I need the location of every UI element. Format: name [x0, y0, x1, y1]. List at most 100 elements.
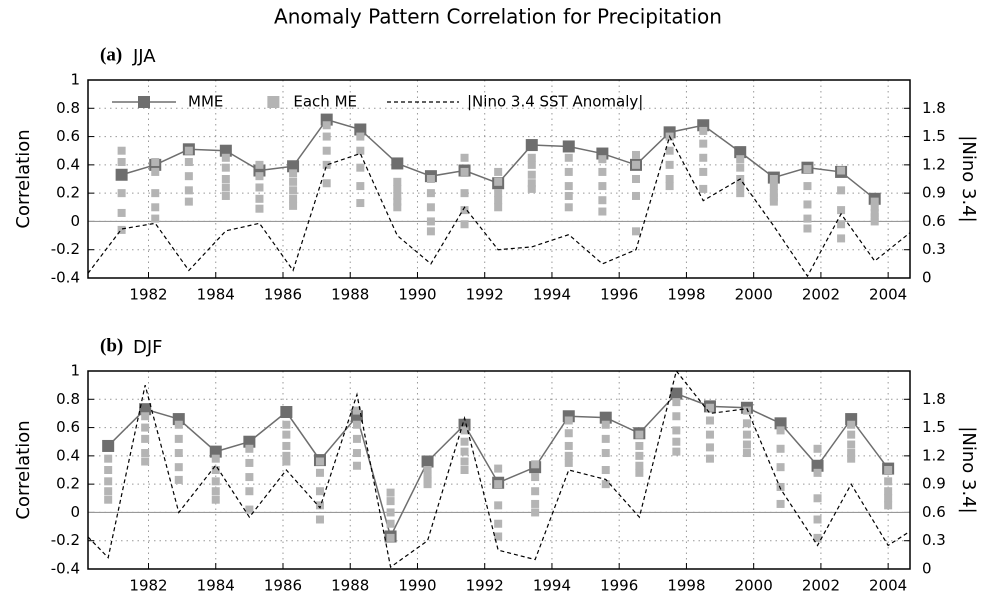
member-mark — [564, 458, 573, 467]
member-mark — [289, 177, 298, 186]
member-mark — [245, 505, 254, 514]
member-mark — [315, 501, 324, 510]
member-mark — [386, 488, 395, 497]
x-tick-label: 1996 — [600, 286, 638, 304]
member-mark — [117, 158, 126, 167]
member-mark — [635, 430, 644, 439]
member-mark — [598, 182, 607, 191]
y2-tick-label: 1.5 — [922, 418, 946, 436]
y-tick-label: 1 — [70, 362, 80, 380]
member-mark — [174, 475, 183, 484]
member-mark — [356, 146, 365, 155]
member-mark — [211, 466, 220, 474]
y-tick-label: 0 — [70, 212, 80, 230]
member-mark — [322, 179, 331, 188]
member-mark — [847, 430, 856, 439]
season-label: DJF — [133, 337, 163, 358]
member-mark — [141, 457, 150, 466]
member-mark — [837, 186, 846, 195]
member-mark — [776, 482, 785, 491]
member-mark — [870, 203, 879, 212]
member-mark — [776, 426, 785, 435]
member-mark — [699, 126, 708, 135]
member-mark — [141, 434, 150, 443]
x-tick-label: 1986 — [264, 577, 302, 595]
member-mark — [564, 429, 573, 438]
mme-point — [391, 157, 404, 170]
member-mark — [104, 466, 113, 474]
member-mark — [769, 182, 778, 191]
member-mark — [742, 430, 751, 439]
member-mark — [289, 169, 298, 178]
member-mark — [742, 449, 751, 458]
mme-point — [115, 168, 128, 181]
member-mark — [356, 199, 365, 208]
y2-tick-label: 0.9 — [922, 184, 946, 202]
member-mark — [813, 515, 822, 524]
member-mark — [564, 441, 573, 450]
member-mark — [184, 172, 193, 181]
x-tick-label: 1992 — [466, 577, 504, 595]
member-mark — [705, 443, 714, 452]
member-mark — [184, 197, 193, 206]
member-mark — [282, 420, 291, 429]
member-mark — [184, 146, 193, 155]
member-mark — [151, 158, 160, 167]
member-mark — [847, 420, 856, 429]
member-mark — [174, 434, 183, 443]
member-mark — [847, 440, 856, 449]
member-mark — [742, 406, 751, 415]
member-mark — [665, 182, 674, 191]
x-tick-label: 2002 — [802, 286, 840, 304]
mme-point — [525, 139, 538, 152]
member-mark — [356, 132, 365, 141]
member-mark — [211, 477, 220, 486]
member-mark — [184, 186, 193, 195]
x-tick-label: 2000 — [735, 577, 773, 595]
mme-point — [287, 160, 300, 173]
member-mark — [141, 423, 150, 432]
member-mark — [255, 160, 264, 169]
member-mark — [460, 447, 469, 456]
mme-point — [421, 455, 434, 468]
member-mark — [289, 194, 298, 203]
member-mark — [315, 487, 324, 496]
x-tick-label: 2002 — [802, 577, 840, 595]
legend-label: Each ME — [293, 93, 357, 111]
member-mark — [211, 495, 220, 504]
member-mark — [386, 533, 395, 542]
mme-point — [102, 439, 115, 452]
member-mark — [742, 440, 751, 449]
member-mark — [460, 437, 469, 446]
member-mark — [104, 454, 113, 463]
member-mark — [426, 203, 435, 212]
y2-axis-label: |Nino 3.4| — [958, 135, 979, 222]
member-mark — [665, 175, 674, 183]
member-mark — [423, 470, 432, 479]
y-axis-label: Correlation — [13, 420, 34, 519]
member-mark — [460, 457, 469, 466]
member-mark — [736, 189, 745, 198]
member-mark — [221, 175, 230, 183]
y2-tick-label: 0.9 — [922, 475, 946, 493]
member-mark — [632, 150, 640, 159]
member-mark — [635, 468, 644, 477]
y2-axis-label: |Nino 3.4| — [958, 426, 979, 513]
y-tick-label: -0.2 — [51, 240, 80, 258]
mme-point — [734, 146, 747, 159]
member-mark — [884, 487, 893, 496]
legend-swatch — [267, 96, 280, 108]
member-mark — [803, 214, 812, 223]
y2-tick-label: 1.2 — [922, 155, 946, 173]
member-mark — [245, 458, 254, 467]
member-mark — [598, 207, 607, 216]
member-mark — [769, 175, 778, 183]
member-mark — [769, 197, 778, 206]
legend-swatch — [138, 96, 150, 108]
member-mark — [635, 441, 644, 450]
member-mark — [564, 203, 573, 212]
member-mark — [356, 182, 365, 191]
member-mark — [151, 189, 160, 198]
member-mark — [426, 175, 435, 183]
